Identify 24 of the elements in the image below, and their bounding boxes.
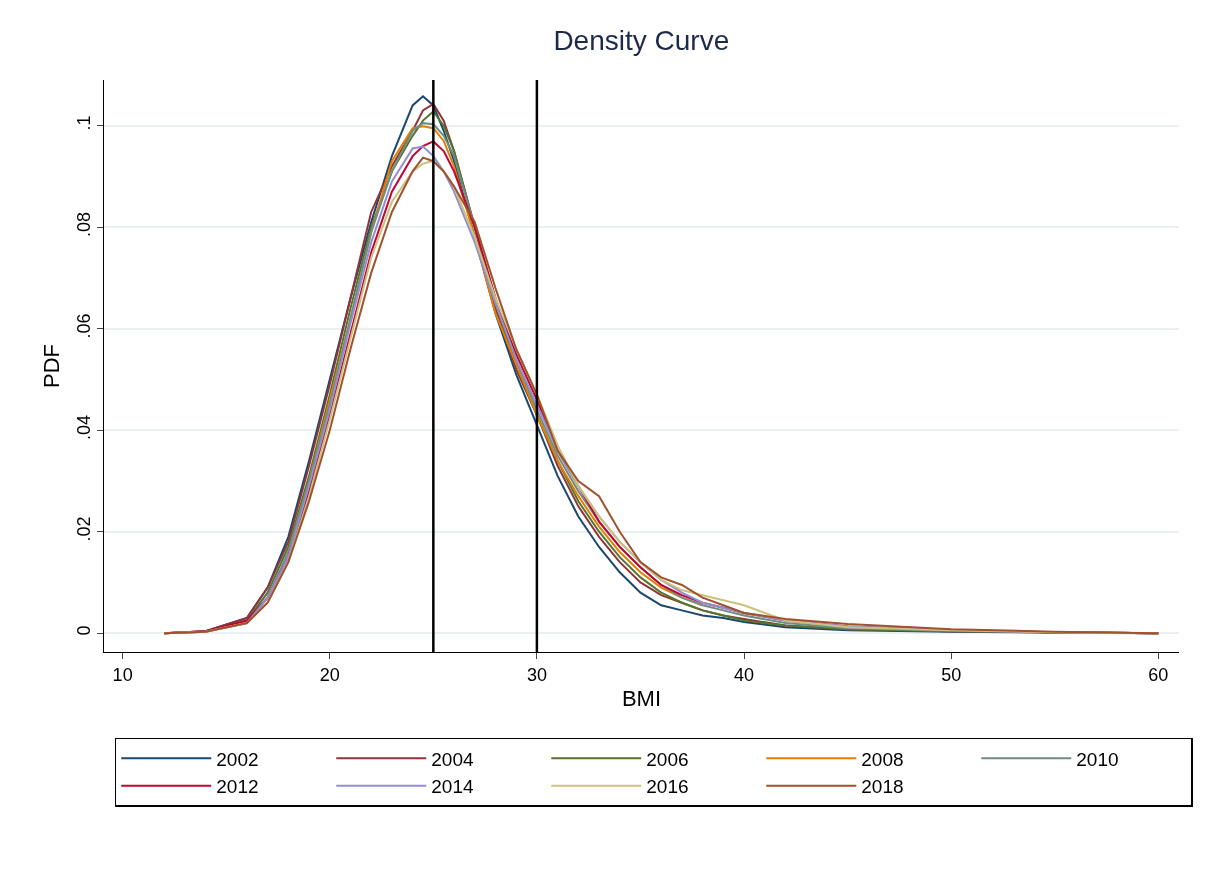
x-tick-label: 30 <box>526 664 547 685</box>
x-tick-label: 50 <box>941 664 962 685</box>
y-tick-label: 0 <box>73 625 94 636</box>
legend-label: 2006 <box>646 748 689 770</box>
legend-label: 2010 <box>1076 748 1119 770</box>
legend-label: 2002 <box>216 748 259 770</box>
x-tick-label: 40 <box>734 664 755 685</box>
y-tick-label: .1 <box>73 115 94 131</box>
x-tick-label: 60 <box>1148 664 1169 685</box>
legend-label: 2016 <box>646 776 689 798</box>
x-tick-label: 20 <box>319 664 340 685</box>
legend-label: 2004 <box>431 748 474 770</box>
y-tick-label: .02 <box>73 516 94 542</box>
y-tick-label: .04 <box>73 414 94 441</box>
chart-title: Density Curve <box>553 25 730 57</box>
y-tick-label: .06 <box>73 313 94 339</box>
x-tick-label: 10 <box>112 664 133 685</box>
legend-label: 2008 <box>861 748 904 770</box>
legend-label: 2012 <box>216 776 259 798</box>
x-axis-title: BMI <box>621 685 662 711</box>
legend-label: 2018 <box>861 776 904 798</box>
legend-label: 2014 <box>431 776 474 798</box>
y-tick-label: .08 <box>73 211 94 238</box>
y-axis-title: PDF <box>38 344 64 388</box>
